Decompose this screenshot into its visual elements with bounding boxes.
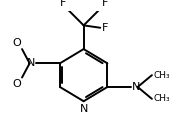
Text: F: F xyxy=(101,0,108,8)
Text: CH₃: CH₃ xyxy=(153,94,170,103)
Text: F: F xyxy=(60,0,66,8)
Text: F: F xyxy=(101,23,108,33)
Text: CH₃: CH₃ xyxy=(153,71,170,80)
Text: N: N xyxy=(27,58,35,68)
Text: O: O xyxy=(12,79,21,89)
Text: N: N xyxy=(79,104,88,114)
Text: O: O xyxy=(12,38,21,48)
Text: N: N xyxy=(132,82,141,91)
